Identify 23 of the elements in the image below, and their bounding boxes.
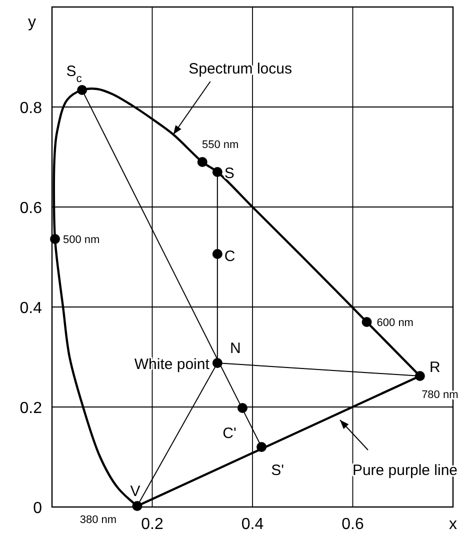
- y-tick-label: 0.8: [20, 100, 42, 117]
- x-tick-label: 0.4: [241, 516, 264, 533]
- annotation: 600 nm: [376, 317, 414, 329]
- annotation: S$_{c}$: [66, 63, 82, 85]
- annotation: 500 nm: [63, 234, 100, 246]
- x-tick-label: 0.6: [342, 516, 364, 533]
- annotation: N: [230, 340, 241, 357]
- x-axis-title: x: [449, 516, 457, 533]
- y-axis-title: y: [28, 14, 36, 31]
- annotation: S': [271, 462, 284, 479]
- annotation: 550 nm: [202, 139, 239, 151]
- y-tick-label: 0.6: [20, 200, 42, 217]
- annotation: C: [224, 248, 236, 265]
- annotation: S: [224, 165, 234, 182]
- y-tick-label: 0: [33, 500, 42, 517]
- y-tick-label: 0.4: [20, 300, 42, 317]
- y-tick-label: 0.2: [20, 400, 42, 417]
- x-tick-label: 0.2: [141, 516, 164, 533]
- annotation: 380 nm: [80, 514, 117, 526]
- annotation: R: [429, 359, 440, 376]
- annotation: Spectrum locus: [188, 60, 292, 78]
- annotation: V: [130, 483, 140, 500]
- annotation: C': [222, 425, 236, 442]
